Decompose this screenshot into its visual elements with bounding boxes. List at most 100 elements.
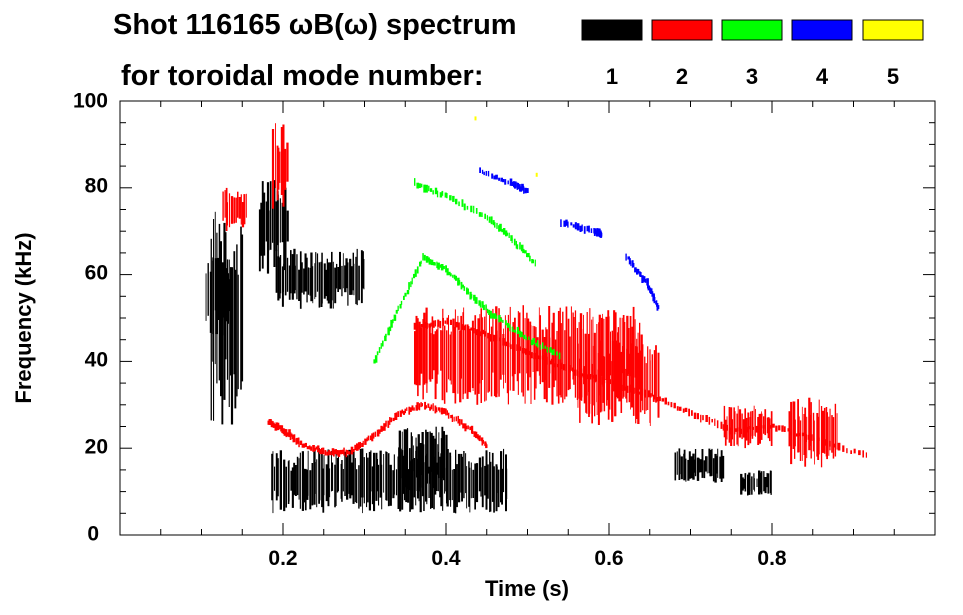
series-n=2-curve-1-point [810, 434, 813, 441]
series-n=2-curve-0-point [308, 445, 311, 450]
series-n=4-curve-0-point [479, 167, 481, 173]
series-n=1-band-3-streak [332, 261, 334, 309]
series-n=2-band-1-streak [280, 127, 283, 195]
series-n=2-curve-1-point [594, 374, 597, 382]
series-n=1-band-4-streak [395, 469, 398, 496]
series-n=1-band-4-streak [437, 451, 439, 492]
series-n=1-band-6-streak [698, 458, 700, 473]
series-n=2-curve-1-point [714, 418, 716, 426]
series-n=3-curve-1-point [442, 266, 445, 270]
series-n=1-band-4-streak [275, 453, 278, 501]
series-n=1-band-5-streak [410, 432, 412, 491]
series-n=1-band-2-streak [275, 201, 278, 252]
series-n=2-band-2-streak [602, 313, 603, 387]
series-n=2-curve-1-point [837, 442, 841, 451]
series-n=1-band-4-streak [298, 458, 300, 500]
series-n=3-curve-0-point [488, 216, 491, 223]
series-n=2-band-3-streak [585, 352, 587, 413]
series-n=2-curve-1-point [752, 426, 755, 430]
series-n=1-band-4-streak [472, 469, 475, 498]
series-n=2-band-3-streak [591, 363, 593, 424]
series-n=2-band-2-streak [448, 315, 449, 380]
series-n=4-curve-0-point [498, 177, 500, 181]
series-n=1-band-4-streak [481, 456, 484, 508]
series-n=2-curve-1-point [420, 324, 423, 328]
series-n=2-band-2-streak [468, 328, 471, 393]
series-n=1-band-3-streak [323, 263, 326, 299]
series-n=1-band-4-streak [480, 467, 482, 497]
series-n=2-band-3-streak [637, 352, 640, 424]
series-n=2-curve-0-point [432, 403, 434, 412]
series-n=2-curve-0-point [455, 416, 457, 422]
series-n=1-band-5-streak [441, 426, 444, 475]
series-n=2-band-2-streak [454, 309, 456, 379]
series-n=2-curve-1-point [796, 433, 798, 437]
series-n=2-curve-0-point [272, 422, 275, 428]
series-n=1-band-4-streak [363, 457, 365, 504]
series-n=1-band-4-streak [311, 463, 314, 506]
series-n=2-curve-1-point [667, 401, 670, 406]
series-n=2-curve-0-point [435, 407, 438, 413]
series-n=1-band-4-streak [390, 469, 392, 499]
chart-title-line2: for toroidal mode number: [121, 60, 484, 92]
series-n=1-band-4-streak [477, 467, 478, 500]
series-n=1-band-4-streak [442, 450, 444, 511]
series-n=4-curve-2-point [637, 269, 640, 274]
series-n=2-curve-0-point [479, 437, 481, 442]
series-n=2-curve-0-point [457, 415, 459, 424]
series-n=2-band-5-streak [812, 412, 815, 452]
series-n=1-band-5-streak [416, 446, 418, 478]
series-n=1-band-3-streak [355, 256, 357, 305]
series-n=3-curve-1-point [453, 274, 456, 280]
series-n=2-band-5-streak [792, 401, 795, 449]
series-n=4-curve-0-point [500, 177, 503, 182]
series-n=2-band-0-streak [245, 193, 247, 218]
series-n=2-band-3-streak [642, 344, 644, 411]
series-n=4-curve-1-point [565, 219, 568, 226]
series-n=1-band-4-streak [383, 454, 385, 493]
series-n=2-curve-0-point [329, 451, 332, 456]
series-n=1-band-6-streak [674, 452, 677, 481]
series-n=1-band-3-streak [344, 265, 347, 293]
series-n=4-curve-1-point [588, 225, 590, 233]
series-n=2-curve-1-point [644, 389, 647, 398]
series-n=2-curve-1-point [684, 407, 688, 412]
series-n=1-band-4-streak [316, 459, 318, 508]
series-n=1-band-5-streak [434, 438, 437, 490]
series-n=1-band-6-streak [696, 457, 700, 481]
series-n=2-curve-0-point [304, 442, 307, 448]
series-n=2-band-2-streak [559, 307, 561, 396]
series-n=3-curve-0-point [527, 253, 530, 258]
series-n=2-curve-0-point [473, 431, 476, 437]
series-n=2-band-3-streak [601, 360, 603, 412]
series-n=2-band-2-streak [431, 316, 434, 380]
series-n=3-curve-1-point [434, 262, 436, 266]
series-n=2-curve-1-point [478, 331, 482, 337]
series-n=1-band-3-streak [314, 263, 316, 300]
series-n=3-curve-0-point [475, 208, 478, 214]
series-n=2-curve-0-point [462, 423, 465, 429]
series-n=1-band-4-streak [303, 468, 305, 503]
series-n=2-curve-1-point [430, 322, 432, 327]
series-n=3-curve-1-point [423, 254, 426, 261]
series-n=1-band-1-streak [225, 232, 227, 360]
series-n=2-curve-0-point [458, 418, 461, 426]
series-n=1-band-4-streak [446, 449, 449, 507]
series-n=3-curve-1-point [473, 294, 476, 301]
series-n=3-curve-1-point [400, 300, 403, 305]
series-n=2-curve-1-point [569, 365, 571, 373]
series-n=3-curve-0-point [502, 228, 506, 235]
series-n=2-band-2-streak [446, 330, 448, 393]
series-n=2-curve-0-point [314, 448, 317, 451]
series-n=2-band-2-streak [518, 312, 521, 374]
series-n=2-curve-0-point [410, 407, 412, 412]
series-n=1-band-6-streak [692, 453, 695, 480]
series-n=3-curve-1-point [532, 338, 535, 345]
series-n=2-band-5-streak [809, 415, 812, 446]
series-n=2-curve-0-point [413, 407, 415, 411]
series-n=2-band-2-streak [474, 315, 477, 395]
series-n=1-band-4-streak [371, 466, 374, 505]
series-n=2-band-2-streak [450, 331, 452, 385]
series-n=1-band-4-streak [501, 468, 503, 505]
series-n=1-band-6-streak [694, 449, 697, 477]
